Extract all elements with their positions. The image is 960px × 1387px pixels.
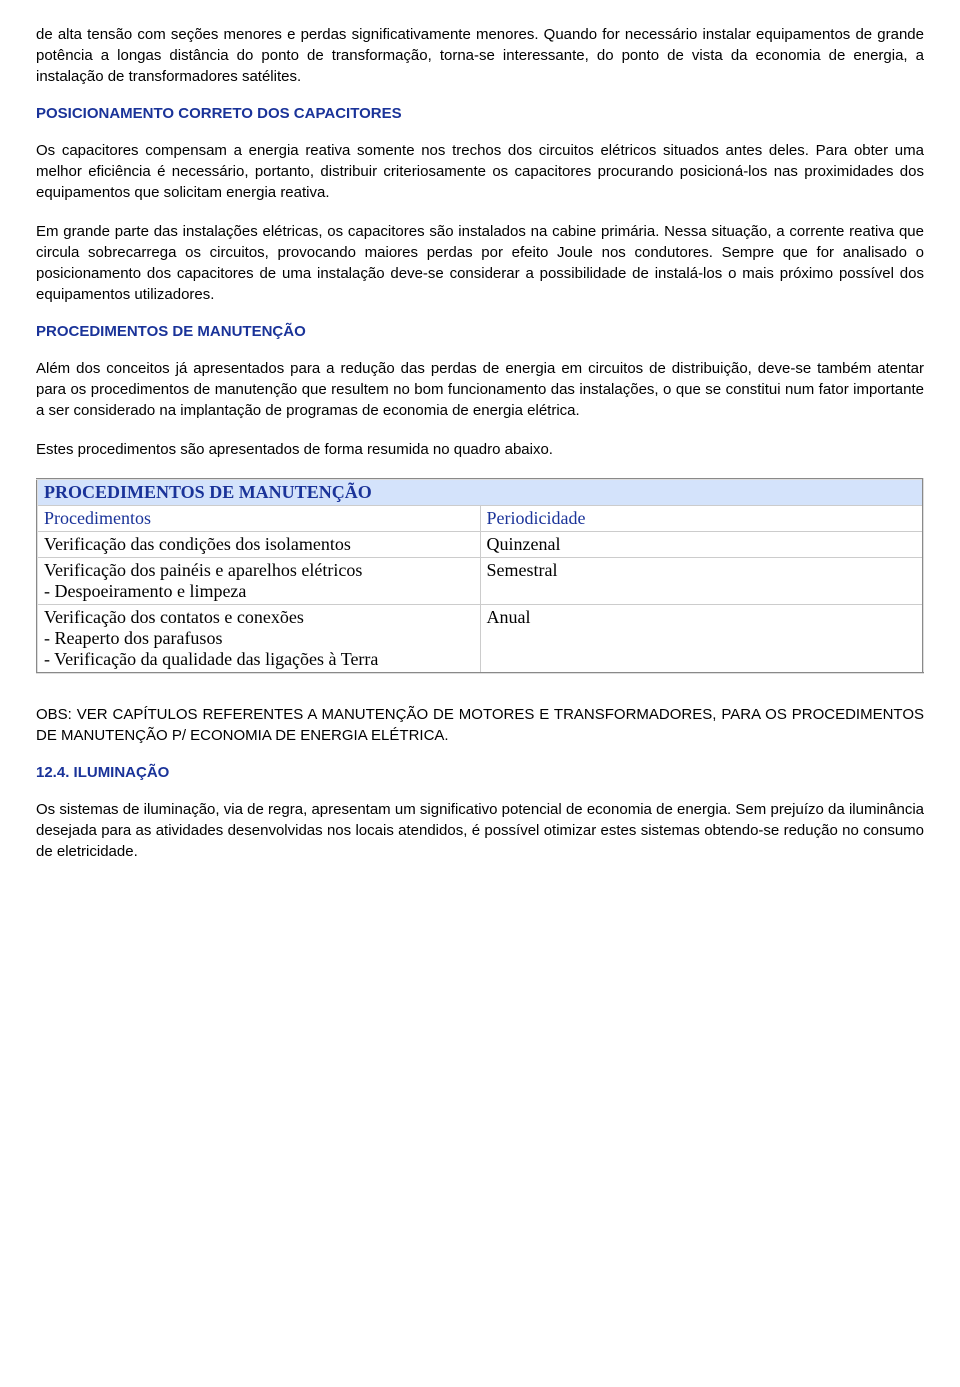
cell-text: Verificação das condições dos isolamento… <box>44 534 474 555</box>
paragraph-cap-1: Os capacitores compensam a energia reati… <box>36 140 924 203</box>
cell-text: - Verificação da qualidade das ligações … <box>44 649 474 670</box>
table-row: Verificação dos contatos e conexões - Re… <box>37 605 923 674</box>
table-row: Verificação dos painéis e aparelhos elét… <box>37 558 923 605</box>
table-row: Verificação das condições dos isolamento… <box>37 532 923 558</box>
table-cell: Quinzenal <box>480 532 923 558</box>
table-cell: Semestral <box>480 558 923 605</box>
table-col-procedimentos: Procedimentos <box>37 506 480 532</box>
table-cell: Verificação dos painéis e aparelhos elét… <box>37 558 480 605</box>
heading-capacitores: POSICIONAMENTO CORRETO DOS CAPACITORES <box>36 105 924 122</box>
cell-text: Verificação dos contatos e conexões <box>44 607 474 628</box>
paragraph-cap-2: Em grande parte das instalações elétrica… <box>36 221 924 305</box>
paragraph-obs: OBS: VER CAPÍTULOS REFERENTES A MANUTENÇ… <box>36 704 924 746</box>
table-title: PROCEDIMENTOS DE MANUTENÇÃO <box>37 479 923 506</box>
table-cell: Anual <box>480 605 923 674</box>
table-col-periodicidade: Periodicidade <box>480 506 923 532</box>
cell-text: Verificação dos painéis e aparelhos elét… <box>44 560 474 581</box>
heading-iluminacao: 12.4. ILUMINAÇÃO <box>36 764 924 781</box>
cell-text: - Reaperto dos parafusos <box>44 628 474 649</box>
table-cell: Verificação das condições dos isolamento… <box>37 532 480 558</box>
cell-text: - Despoeiramento e limpeza <box>44 581 474 602</box>
maintenance-table: PROCEDIMENTOS DE MANUTENÇÃO Procedimento… <box>36 478 924 674</box>
paragraph-intro: de alta tensão com seções menores e perd… <box>36 24 924 87</box>
paragraph-manut-1: Além dos conceitos já apresentados para … <box>36 358 924 421</box>
paragraph-ilum: Os sistemas de iluminação, via de regra,… <box>36 799 924 862</box>
paragraph-manut-2: Estes procedimentos são apresentados de … <box>36 439 924 460</box>
heading-manutencao: PROCEDIMENTOS DE MANUTENÇÃO <box>36 323 924 340</box>
table-cell: Verificação dos contatos e conexões - Re… <box>37 605 480 674</box>
